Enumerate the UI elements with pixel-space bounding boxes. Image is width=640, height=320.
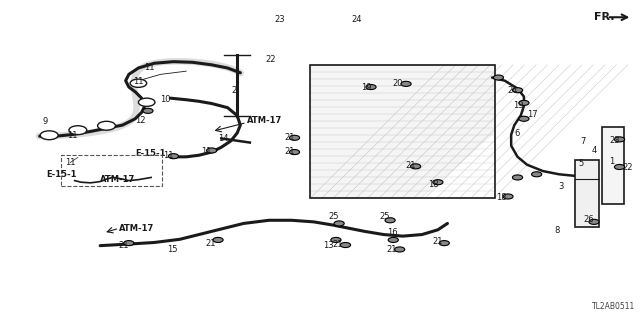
Text: 11: 11 bbox=[202, 147, 212, 156]
Circle shape bbox=[532, 172, 541, 177]
Circle shape bbox=[388, 237, 398, 243]
Circle shape bbox=[44, 132, 54, 137]
Circle shape bbox=[138, 98, 155, 106]
Circle shape bbox=[439, 241, 449, 246]
Circle shape bbox=[143, 108, 153, 113]
Circle shape bbox=[140, 100, 150, 105]
Bar bbox=[310, 65, 495, 198]
Text: 9: 9 bbox=[42, 117, 47, 126]
Circle shape bbox=[340, 243, 351, 248]
Text: 11: 11 bbox=[144, 63, 154, 72]
Text: FR.: FR. bbox=[594, 12, 614, 22]
Text: 7: 7 bbox=[580, 137, 585, 147]
Text: 21: 21 bbox=[386, 245, 397, 254]
Text: 21: 21 bbox=[118, 241, 129, 250]
Circle shape bbox=[133, 81, 143, 86]
Circle shape bbox=[503, 194, 513, 199]
Text: 8: 8 bbox=[554, 226, 560, 235]
Text: 19: 19 bbox=[513, 101, 524, 110]
Circle shape bbox=[519, 100, 529, 105]
Text: 22: 22 bbox=[266, 55, 276, 64]
Text: 19: 19 bbox=[361, 83, 372, 92]
Text: 22: 22 bbox=[622, 163, 632, 172]
Text: 25: 25 bbox=[380, 212, 390, 221]
Circle shape bbox=[614, 164, 625, 170]
Text: 21: 21 bbox=[284, 133, 294, 142]
Text: ATM-17: ATM-17 bbox=[119, 224, 154, 233]
Text: 13: 13 bbox=[323, 241, 333, 250]
Text: 20: 20 bbox=[392, 79, 403, 88]
Circle shape bbox=[101, 123, 111, 128]
Text: 4: 4 bbox=[591, 146, 596, 155]
Text: 23: 23 bbox=[275, 15, 285, 24]
Text: 21: 21 bbox=[333, 240, 343, 249]
Circle shape bbox=[69, 126, 87, 135]
Text: 6: 6 bbox=[515, 130, 520, 139]
Circle shape bbox=[433, 180, 443, 185]
Circle shape bbox=[124, 241, 134, 246]
Circle shape bbox=[213, 237, 223, 243]
Text: 24: 24 bbox=[507, 86, 518, 95]
Text: 5: 5 bbox=[579, 159, 584, 168]
Circle shape bbox=[334, 221, 344, 226]
Text: 18: 18 bbox=[495, 193, 506, 202]
Text: 23: 23 bbox=[609, 136, 620, 145]
Circle shape bbox=[289, 135, 300, 140]
Text: 1: 1 bbox=[609, 157, 614, 166]
Circle shape bbox=[513, 88, 523, 93]
Text: 18: 18 bbox=[428, 180, 439, 189]
Text: 21: 21 bbox=[433, 237, 443, 246]
Circle shape bbox=[614, 137, 625, 142]
Circle shape bbox=[98, 121, 115, 130]
Text: 21: 21 bbox=[284, 147, 294, 156]
Text: 10: 10 bbox=[161, 95, 171, 104]
Text: 21: 21 bbox=[205, 239, 216, 248]
Bar bbox=[602, 127, 624, 204]
Circle shape bbox=[385, 218, 395, 223]
Text: 11: 11 bbox=[133, 77, 143, 86]
Circle shape bbox=[394, 247, 404, 252]
Text: ATM-17: ATM-17 bbox=[246, 116, 282, 125]
Text: 11: 11 bbox=[65, 158, 76, 167]
Text: 11: 11 bbox=[67, 131, 78, 140]
Text: 24: 24 bbox=[351, 15, 362, 24]
Text: E-15-1: E-15-1 bbox=[46, 170, 77, 179]
Text: 3: 3 bbox=[558, 182, 564, 191]
Circle shape bbox=[493, 75, 504, 80]
Circle shape bbox=[73, 127, 83, 132]
Circle shape bbox=[207, 148, 217, 153]
Text: 21: 21 bbox=[405, 161, 416, 170]
Text: E-15-1: E-15-1 bbox=[135, 149, 166, 158]
Circle shape bbox=[401, 81, 411, 86]
Circle shape bbox=[366, 84, 376, 90]
Text: 17: 17 bbox=[527, 110, 538, 119]
Text: 11: 11 bbox=[163, 151, 173, 160]
Text: 15: 15 bbox=[167, 245, 177, 254]
Polygon shape bbox=[310, 65, 495, 198]
Circle shape bbox=[40, 131, 58, 140]
Text: ATM-17: ATM-17 bbox=[100, 174, 136, 184]
Text: 16: 16 bbox=[387, 228, 397, 237]
Circle shape bbox=[289, 149, 300, 155]
Text: 26: 26 bbox=[584, 215, 594, 224]
Text: 25: 25 bbox=[329, 212, 339, 221]
Circle shape bbox=[130, 79, 147, 87]
Circle shape bbox=[410, 164, 420, 169]
Text: TL2AB0511: TL2AB0511 bbox=[592, 302, 636, 311]
Text: 14: 14 bbox=[218, 134, 228, 143]
Circle shape bbox=[519, 116, 529, 121]
Circle shape bbox=[513, 175, 523, 180]
Circle shape bbox=[331, 237, 341, 243]
Text: 2: 2 bbox=[231, 86, 237, 95]
Circle shape bbox=[168, 154, 179, 159]
Text: 12: 12 bbox=[135, 116, 145, 125]
Circle shape bbox=[589, 219, 599, 224]
Bar bbox=[575, 160, 599, 227]
